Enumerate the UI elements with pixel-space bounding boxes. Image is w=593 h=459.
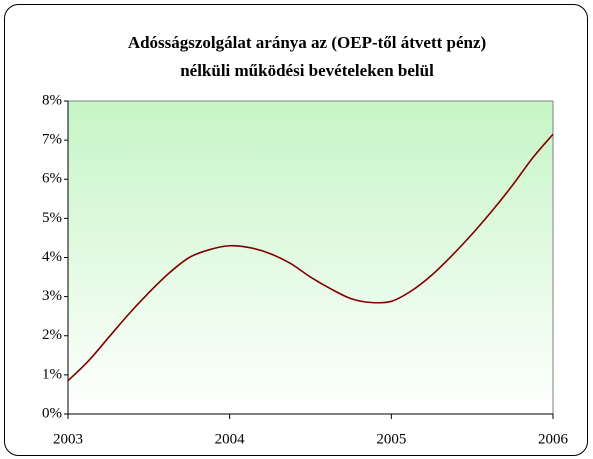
chart-title: nélküli működési bevételeken belül bbox=[180, 61, 434, 80]
y-tick-label: 5% bbox=[42, 210, 62, 226]
x-tick-label: 2005 bbox=[376, 431, 406, 447]
chart-title: Adósságszolgálat aránya az (OEP-től átve… bbox=[128, 33, 486, 52]
line bbox=[67, 133, 554, 382]
y-tick-label: 2% bbox=[42, 327, 62, 343]
y-tick-label: 6% bbox=[42, 171, 62, 187]
y-tick-label: 8% bbox=[42, 92, 62, 108]
y-tick-label: 1% bbox=[42, 366, 62, 382]
plot-area bbox=[67, 100, 554, 415]
x-tick-label: 2006 bbox=[538, 431, 569, 447]
y-tick-label: 3% bbox=[42, 288, 62, 304]
x-tick-label: 2003 bbox=[53, 431, 83, 447]
y-tick-label: 0% bbox=[42, 405, 62, 421]
y-tick-label: 7% bbox=[42, 132, 62, 148]
x-tick-label: 2004 bbox=[215, 431, 246, 447]
y-tick-label: 4% bbox=[42, 249, 62, 265]
